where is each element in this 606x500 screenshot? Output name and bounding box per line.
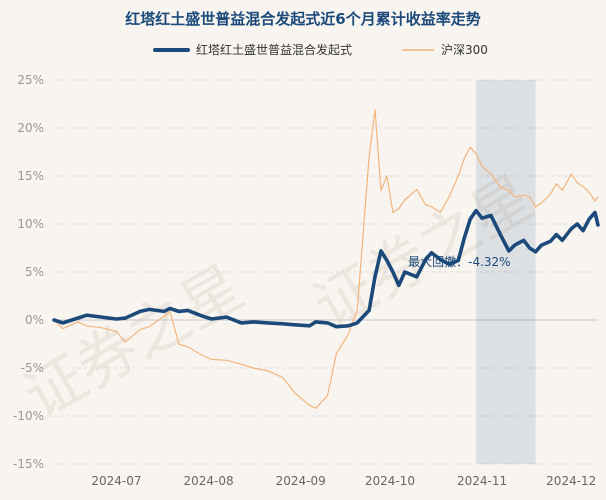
series-line-0 xyxy=(52,208,600,329)
grid xyxy=(54,79,598,465)
y-axis: 25% 20% 15% 10% 5% 0% -5% -10% -15% xyxy=(13,73,44,471)
y-tick-label: 5% xyxy=(25,265,44,279)
y-tick-label: 10% xyxy=(17,217,44,231)
x-tick-label: 2024-08 xyxy=(184,474,234,488)
y-tick-label: 25% xyxy=(17,73,44,87)
series-line-1 xyxy=(53,109,599,409)
x-tick-label: 2024-07 xyxy=(91,474,141,488)
x-tick-label: 2024-11 xyxy=(457,474,507,488)
x-tick-label: 2024-12 xyxy=(546,474,596,488)
x-axis: 2024-07 2024-08 2024-09 2024-10 2024-11 2024-… xyxy=(91,474,596,488)
y-tick-label: -10% xyxy=(13,409,44,423)
y-tick-label: -15% xyxy=(13,457,44,471)
legend: 红塔红土盛世普益混合发起式 沪深300 xyxy=(153,42,488,57)
legend-label-0: 红塔红土盛世普益混合发起式 xyxy=(196,42,352,57)
watermark: 证券之星 证券之星 xyxy=(13,162,546,433)
y-tick-label: 20% xyxy=(17,121,44,135)
x-tick-label: 2024-09 xyxy=(276,474,326,488)
watermark-text: 证券之星 xyxy=(13,252,256,433)
max-drawdown-label: 最大回撤：-4.32% xyxy=(408,254,510,269)
max-drawdown-band xyxy=(476,80,536,464)
y-tick-label: 0% xyxy=(25,313,44,327)
x-tick-label: 2024-10 xyxy=(365,474,415,488)
chart-title: 红塔红土盛世普益混合发起式近6个月累计收益率走势 xyxy=(125,10,480,28)
y-tick-label: 15% xyxy=(17,169,44,183)
y-tick-label: -5% xyxy=(21,361,44,375)
series-group xyxy=(52,109,600,409)
legend-label-1: 沪深300 xyxy=(441,43,488,57)
